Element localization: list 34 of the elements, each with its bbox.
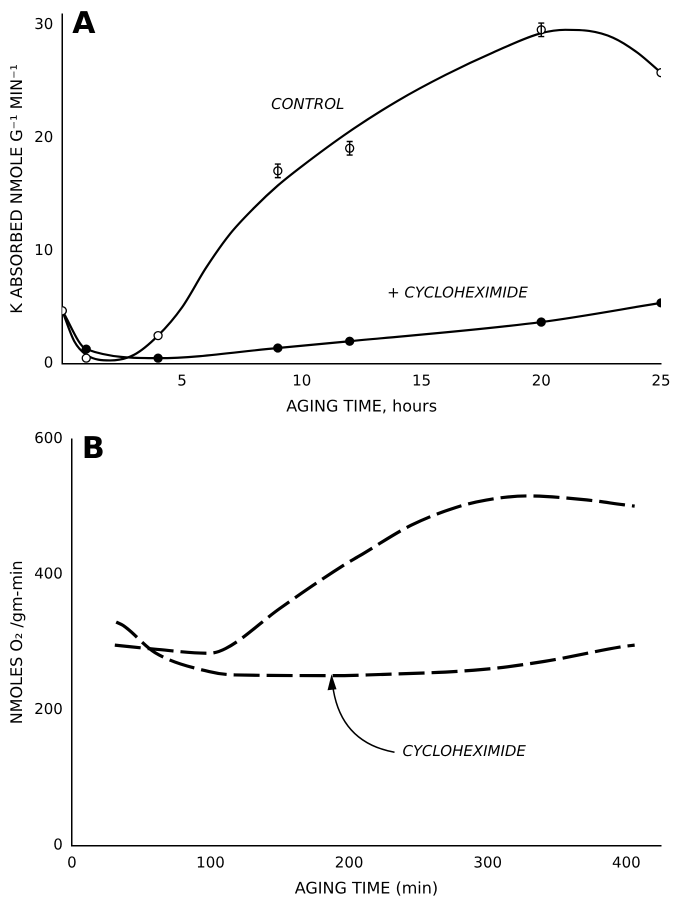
y-tick-label: 10 [34, 240, 54, 259]
text: CYCLOHEXIMIDE [402, 742, 526, 760]
x-tick-label: 20 [532, 372, 551, 390]
x-tick-label: 15 [412, 372, 432, 390]
point [536, 317, 546, 327]
x-tick-label: 5 [177, 372, 187, 390]
point [345, 336, 354, 346]
x-axis-title: AGING TIME (min) [294, 878, 438, 898]
x-tick-label: 300 [473, 854, 502, 872]
y-tick-label: 200 [34, 700, 63, 718]
series-label: + CYCLOHEXIMIDE [387, 284, 528, 302]
x-tick-label: 100 [196, 854, 225, 872]
y-tick-label: 0 [44, 354, 54, 372]
x-tick-label: 10 [292, 372, 312, 390]
y-tick-label: 30 [34, 15, 54, 34]
series-label: CONTROL [271, 94, 344, 113]
point [153, 330, 163, 340]
x-axis-title: AGING TIME, hours [286, 396, 438, 416]
y-axis-title: NMOLES O₂ /gm-min [6, 560, 26, 724]
y-tick-label: 20 [34, 128, 54, 146]
chart-title: B [82, 430, 105, 466]
y-tick-label: 600 [34, 428, 63, 447]
point [153, 354, 163, 363]
point [273, 343, 282, 353]
point [82, 354, 91, 363]
x-tick-label: 25 [651, 372, 671, 390]
y-tick-label: 400 [34, 564, 63, 582]
chart-title: A [72, 6, 96, 41]
y-tick-label: 0 [53, 836, 63, 854]
x-tick-label: 200 [334, 854, 364, 872]
x-tick-label: 400 [612, 854, 641, 872]
x-tick-label: 0 [67, 854, 77, 872]
point [82, 344, 91, 354]
y-axis-title: K ABSORBED NMOLE G⁻¹ MIN⁻¹ [6, 64, 26, 314]
